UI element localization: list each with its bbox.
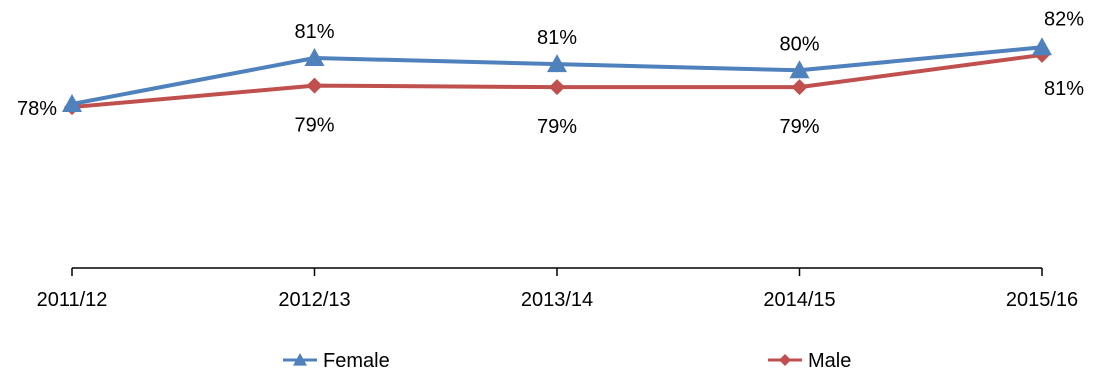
data-label-male: 79% [779, 116, 819, 138]
data-point-male [549, 79, 565, 96]
data-point-male [306, 77, 323, 94]
data-point-female [62, 94, 82, 112]
x-tick-label: 2012/13 [278, 289, 350, 311]
data-label-male: 78% [17, 98, 57, 120]
data-label-male: 79% [537, 116, 577, 138]
x-tick-label: 2014/15 [763, 289, 835, 311]
x-tick-label: 2011/12 [37, 289, 108, 311]
x-tick-label: 2013/14 [521, 289, 593, 311]
data-label-female: 81% [537, 27, 577, 49]
data-point-female [1032, 37, 1052, 56]
data-label-male: 79% [294, 115, 334, 137]
data-label-female: 80% [779, 33, 819, 55]
data-point-female [789, 60, 810, 79]
series-layer [62, 37, 1052, 116]
data-point-male [791, 79, 808, 96]
legend-marker [293, 353, 307, 366]
legend-marker [779, 354, 791, 366]
data-labels: 81% 81% 80% 82% 78% 79% 79% 79% 81% [17, 8, 1084, 138]
data-label-female: 81% [294, 21, 334, 43]
data-label-male: 81% [1044, 78, 1084, 100]
legend-item-male: Male [768, 350, 851, 372]
data-point-female [547, 54, 567, 73]
legend-label: Male [808, 350, 851, 372]
data-point-female [304, 48, 325, 66]
data-label-female: 82% [1044, 8, 1084, 30]
x-tick-label: 2015/16 [1006, 289, 1078, 311]
legend-label: Female [323, 350, 390, 372]
x-axis: 2011/12 2012/13 2013/14 2014/15 2015/16 [37, 267, 1078, 311]
legend-item-female: Female [283, 350, 390, 372]
legend: Female Male [283, 350, 851, 372]
